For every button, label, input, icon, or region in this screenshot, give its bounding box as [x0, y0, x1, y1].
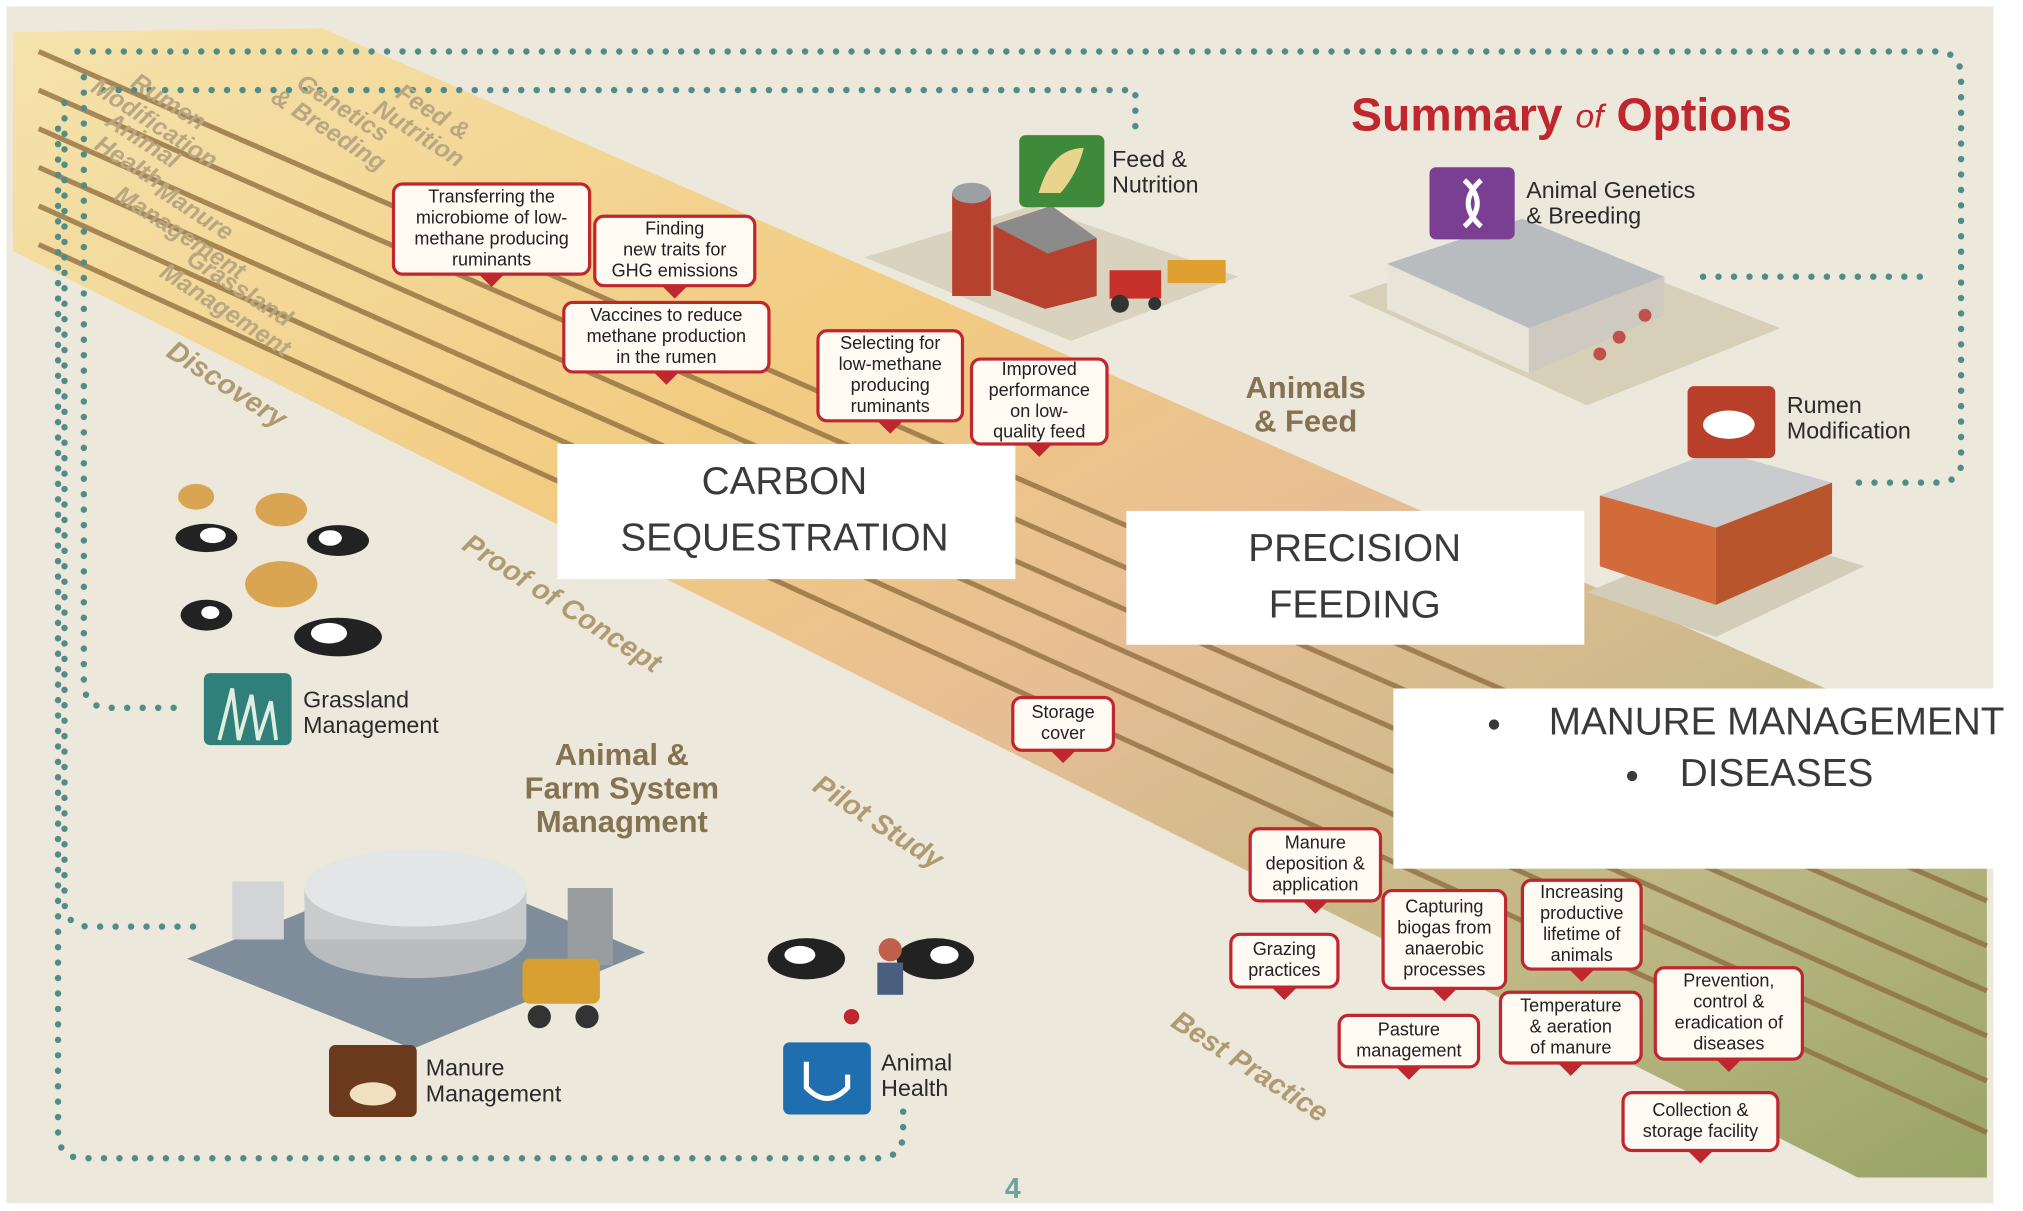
callout-text: microbiome of low- — [416, 207, 567, 227]
callout-text: Increasing — [1540, 882, 1623, 902]
section-heading: Farm System — [525, 770, 719, 805]
icon-label: Modification — [1787, 418, 1911, 444]
callout-text: diseases — [1693, 1034, 1764, 1054]
callout-text: producing — [851, 375, 930, 395]
callout-text: deposition & — [1266, 854, 1365, 874]
icon-label: Health — [881, 1075, 948, 1101]
callout-text: lifetime of — [1543, 924, 1621, 944]
infographic: Summary of OptionsFeed &NutritionGenetic… — [0, 0, 2023, 1211]
icon-label: Animal — [881, 1049, 952, 1075]
callout-text: ruminants — [452, 249, 531, 269]
callout-text: management — [1356, 1040, 1461, 1060]
callout-text: Collection & — [1652, 1100, 1748, 1120]
callout-text: Capturing — [1405, 897, 1483, 917]
overlay-text: MANURE MANAGEMENT — [1549, 701, 2005, 744]
callout-text: GHG emissions — [612, 261, 738, 281]
icon-label: Rumen — [1787, 392, 1862, 418]
overlay-text: FEEDING — [1269, 584, 1441, 627]
callout-text: & aeration — [1530, 1016, 1612, 1036]
section-heading: & Feed — [1254, 404, 1357, 439]
callout-text: Finding — [645, 219, 704, 239]
callout-text: quality feed — [993, 422, 1085, 442]
icon-label: & Breeding — [1526, 203, 1641, 229]
icon-label: Nutrition — [1112, 172, 1198, 198]
icon-label: Animal Genetics — [1526, 177, 1695, 203]
callout-text: low-methane — [839, 354, 942, 374]
callout-text: application — [1272, 875, 1358, 895]
callout-text: Selecting for — [840, 333, 940, 353]
callout-text: anaerobic — [1405, 939, 1484, 959]
callout-text: biogas from — [1397, 918, 1491, 938]
callout-text: Storage — [1032, 702, 1095, 722]
overlay-text: SEQUESTRATION — [620, 517, 948, 560]
title-word: Options — [1616, 89, 1791, 141]
callout-text: Pasture — [1378, 1019, 1440, 1039]
title: Summary of Options — [1351, 89, 1792, 141]
overlay-text: CARBON — [702, 460, 868, 503]
callout-text: control & — [1693, 992, 1764, 1012]
callout-text: processes — [1403, 960, 1485, 980]
callout-text: eradication of — [1675, 1013, 1784, 1033]
icon-label: Feed & — [1112, 146, 1187, 172]
callout-text: methane producing — [414, 228, 568, 248]
callout-text: in the rumen — [616, 347, 716, 367]
overlay-text: DISEASES — [1680, 752, 1874, 795]
section-heading: Managment — [536, 804, 708, 839]
title-word: of — [1576, 98, 1608, 135]
callout-text: ruminants — [851, 396, 930, 416]
icon-label: Management — [426, 1080, 562, 1106]
icon-label: Management — [303, 712, 439, 738]
icon-label: Manure — [426, 1055, 505, 1081]
callout-text: on low- — [1010, 401, 1068, 421]
callout-text: Vaccines to reduce — [590, 305, 742, 325]
title-word: Summary — [1351, 89, 1563, 141]
callout-text: practices — [1248, 960, 1320, 980]
callout-text: methane production — [587, 326, 746, 346]
callout-text: Manure — [1285, 833, 1346, 853]
callout-text: Prevention, — [1683, 971, 1774, 991]
overlay-text: PRECISION — [1248, 527, 1461, 570]
callout-text: Improved — [1002, 359, 1077, 379]
callout-text: productive — [1540, 903, 1623, 923]
callout-text: Grazing — [1253, 939, 1316, 959]
callout-text: animals — [1551, 945, 1613, 965]
callout-text: Temperature — [1520, 995, 1621, 1015]
callout-text: storage facility — [1643, 1121, 1758, 1141]
icon-label: Grassland — [303, 687, 409, 713]
callout-text: of manure — [1530, 1037, 1611, 1057]
callout-text: new traits for — [623, 240, 726, 260]
section-heading: Animals — [1245, 370, 1365, 405]
callout-text: Transferring the — [428, 186, 555, 206]
section-heading: Animal & — [555, 737, 689, 772]
page-number: 4 — [1005, 1173, 1021, 1205]
callout-text: cover — [1041, 723, 1085, 743]
callout-text: performance — [989, 380, 1090, 400]
